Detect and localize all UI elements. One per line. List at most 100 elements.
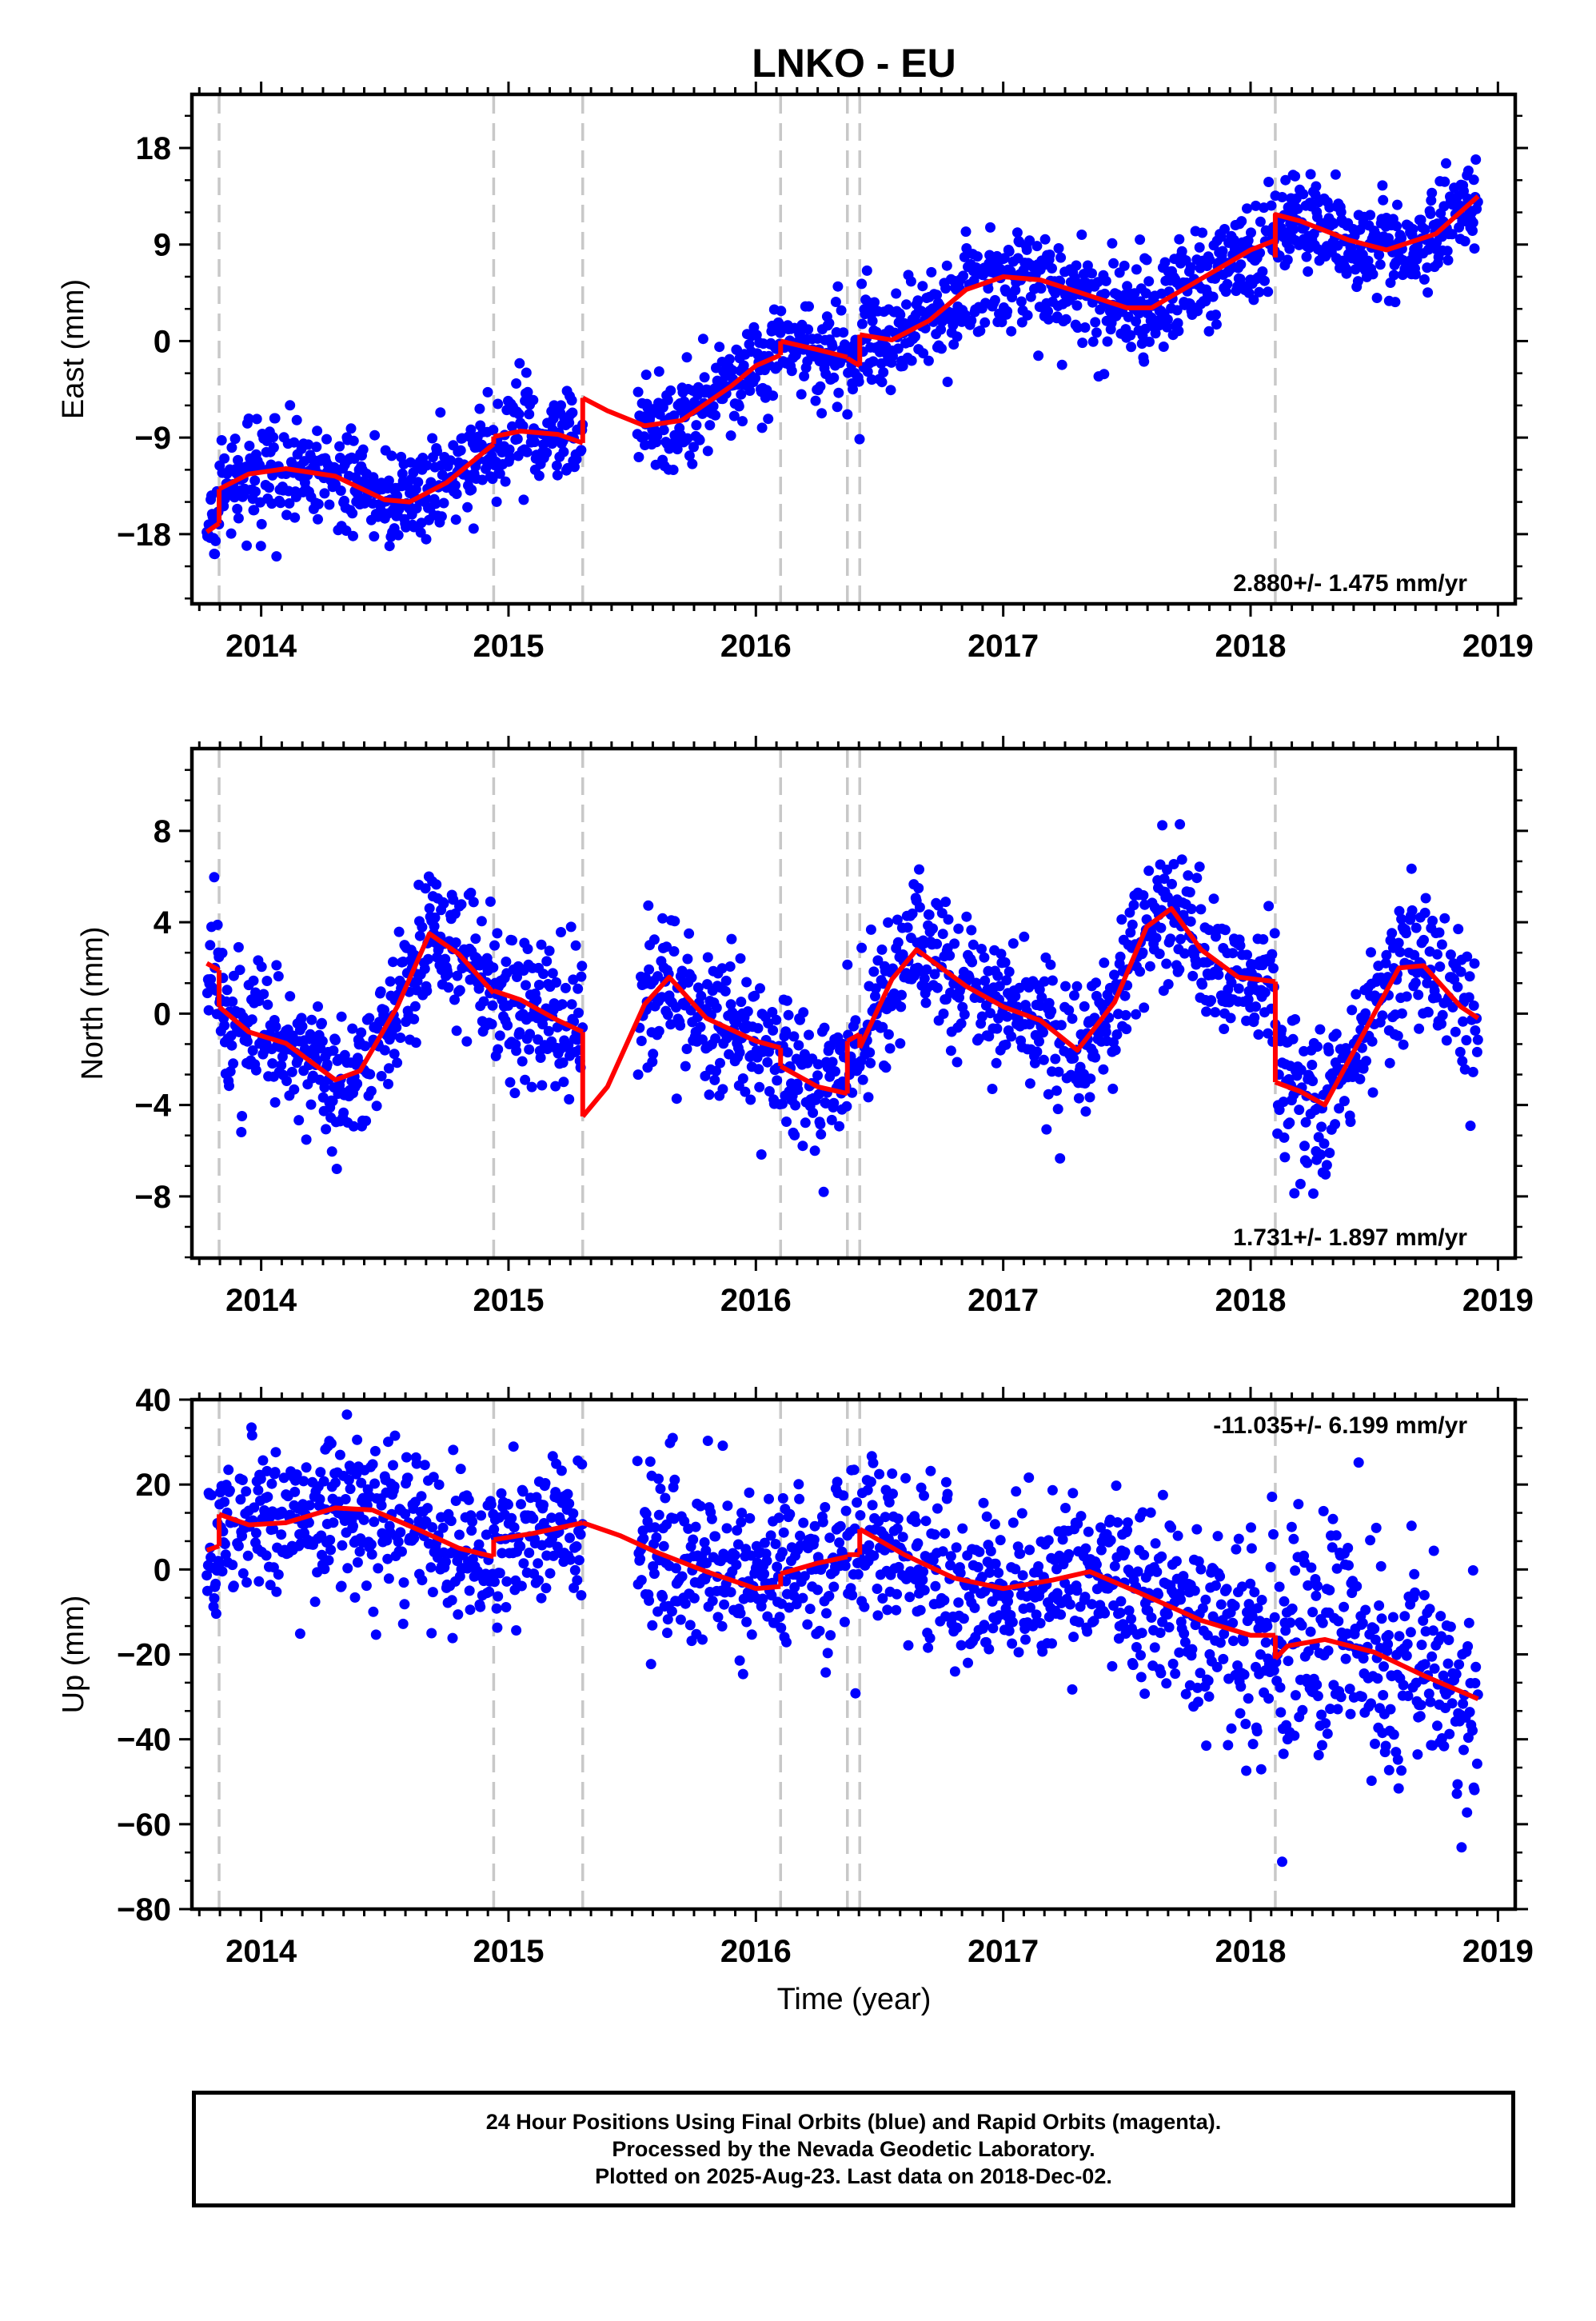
data-point [1149,1642,1160,1653]
data-point [1446,229,1458,240]
data-point [267,1058,278,1069]
data-point [932,1503,943,1514]
data-point [836,305,847,316]
data-point [750,373,761,384]
model-curve-segment [1272,194,1480,258]
data-point [1002,306,1013,317]
data-point [313,1001,323,1012]
data-point [389,1049,400,1060]
data-point [275,497,286,509]
data-point [325,1544,337,1556]
data-point [832,401,843,413]
data-point [500,476,511,487]
data-point [297,1021,308,1032]
data-point [653,1509,664,1520]
data-point [800,1117,811,1129]
data-point [226,442,237,453]
data-point [427,1522,438,1533]
data-point [256,961,267,973]
data-point [1312,1580,1323,1592]
data-point [711,1002,722,1013]
data-point [1159,257,1171,268]
data-point [1465,1121,1476,1132]
model-curve-segment [581,353,782,429]
data-point [1275,1707,1287,1718]
data-point [1210,1007,1221,1018]
data-point [1011,1486,1022,1497]
data-point [335,485,346,496]
data-point [447,1632,458,1644]
data-point [804,1029,814,1041]
data-point [261,976,273,986]
data-point [1016,1508,1027,1519]
data-point [1007,1517,1019,1528]
data-point [1079,1001,1090,1012]
data-point [491,1603,502,1614]
data-point [450,937,461,948]
data-point [420,883,431,894]
data-point [494,1030,505,1041]
data-point [704,1089,715,1101]
data-point [448,894,459,905]
data-point [517,421,529,432]
data-point [680,1598,691,1609]
data-point [323,1555,334,1566]
data-point [491,496,502,507]
data-point [1158,342,1169,352]
data-point [557,999,568,1010]
data-point [219,453,230,464]
x-tick-label: 2017 [968,629,1039,664]
data-point [1010,285,1021,296]
data-point [421,533,432,545]
data-point [269,1097,281,1108]
y-tick-label: 9 [154,228,171,263]
data-point [1211,319,1222,330]
data-point [903,1640,914,1651]
data-point [1143,865,1155,877]
data-point [473,983,485,994]
data-point [393,529,404,541]
x-tick-label: 2017 [968,1283,1039,1318]
data-point [1461,1035,1472,1046]
data-point [1290,1565,1301,1576]
data-point [516,1499,526,1510]
data-point [1241,1765,1252,1776]
data-point [983,283,994,294]
data-point [1227,948,1239,959]
data-point [365,1539,377,1550]
data-point [1126,1613,1137,1624]
data-point [736,997,747,1008]
data-point [1302,1157,1313,1168]
data-point [209,549,221,560]
data-point [942,1488,953,1500]
data-point [1469,958,1480,969]
data-point [793,1040,804,1051]
data-point [1060,314,1071,325]
data-point [455,1464,466,1475]
data-point [205,973,217,985]
data-point [210,535,221,546]
data-point [910,1516,921,1528]
data-point [799,370,810,382]
data-point [511,1625,522,1636]
data-point [485,896,496,907]
data-point [399,1599,410,1610]
data-point [1162,314,1173,325]
data-point [370,1629,381,1640]
data-point [244,441,255,451]
data-point [1084,1092,1095,1103]
data-point [227,996,238,1007]
data-point [684,1620,696,1631]
data-point [241,1486,252,1497]
data-point [1195,1564,1207,1575]
data-point [1235,940,1246,951]
data-point [1441,158,1451,169]
data-point [345,423,357,434]
data-point [560,982,571,993]
data-point [261,1550,272,1561]
data-point [538,969,549,980]
data-point [1256,1595,1267,1605]
data-point [1321,1160,1332,1171]
data-point [1222,278,1233,290]
